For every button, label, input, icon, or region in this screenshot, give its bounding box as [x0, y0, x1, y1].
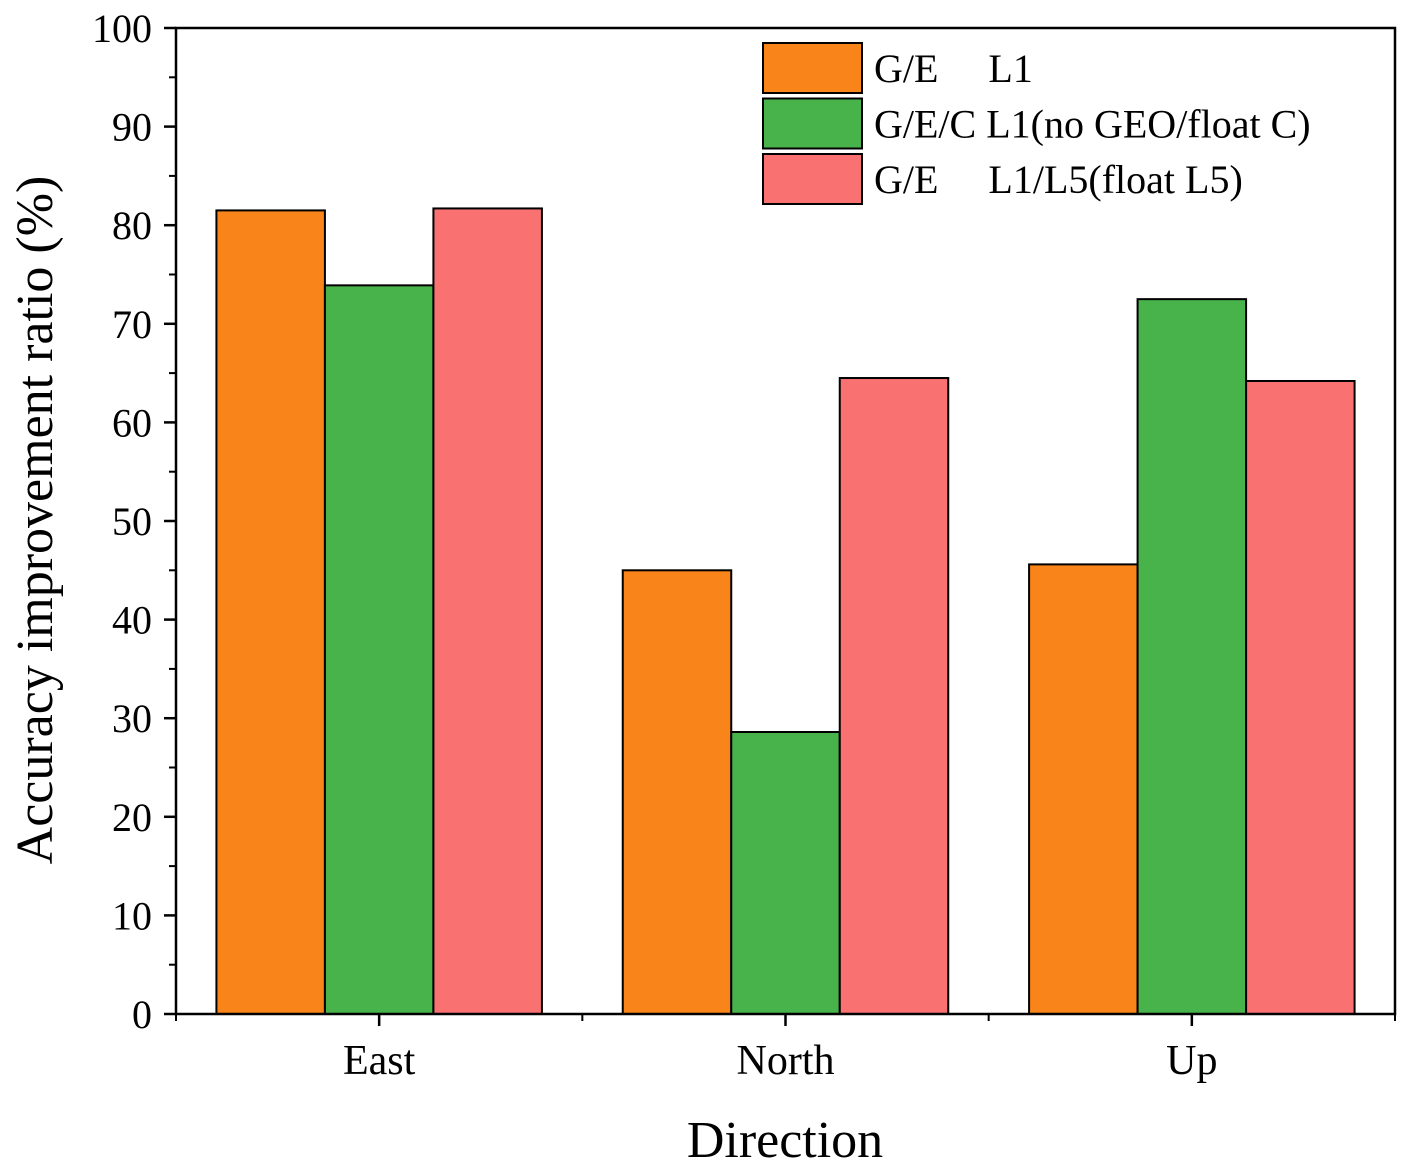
bar-east-series-2 — [323, 284, 435, 1015]
legend-swatch-3 — [762, 153, 863, 205]
y-tick-label: 0 — [132, 992, 152, 1037]
y-tick-label: 20 — [112, 795, 152, 840]
x-tick-label-up: Up — [1166, 1038, 1217, 1084]
y-axis-title: Accuracy improvement ratio (%) — [7, 176, 64, 865]
bar-east-series-1 — [215, 209, 326, 1016]
x-axis-title: Direction — [687, 1112, 883, 1169]
axes-group: 0 10 20 30 40 50 60 70 80 90 100 East North Up — [92, 6, 1397, 1084]
legend-label-1: G/E L1 — [874, 46, 1033, 91]
y-tick-label: 80 — [112, 203, 152, 248]
bar-north-series-3 — [838, 377, 950, 1015]
y-tick-label: 70 — [112, 302, 152, 347]
legend-swatch-2 — [762, 97, 863, 150]
y-tick-label: 30 — [112, 696, 152, 741]
y-tick-label: 50 — [112, 499, 152, 544]
bar-up-series-3 — [1245, 379, 1356, 1016]
y-tick-label: 90 — [112, 105, 152, 150]
x-tick-label-east: East — [343, 1038, 416, 1084]
bar-up-series-1 — [1028, 563, 1139, 1015]
bar-north-series-2 — [730, 731, 841, 1016]
legend-swatch-1 — [762, 42, 863, 94]
bars-group — [215, 207, 1356, 1016]
y-tick-label: 10 — [112, 893, 152, 938]
x-tick-label-north: North — [737, 1038, 835, 1084]
bar-up-series-2 — [1136, 298, 1248, 1015]
y-tick-label: 40 — [112, 598, 152, 643]
bar-east-series-3 — [432, 207, 543, 1016]
legend-label-2: G/E/C L1(no GEO/float C) — [874, 102, 1311, 147]
y-tick-label: 100 — [92, 6, 152, 51]
bar-north-series-1 — [621, 569, 733, 1015]
y-tick-label: 60 — [112, 400, 152, 445]
legend-label-3: G/E L1/L5(float L5) — [874, 157, 1243, 202]
legend: G/E L1 G/E/C L1(no GEO/float C) G/E L1/L5(… — [762, 42, 1311, 205]
